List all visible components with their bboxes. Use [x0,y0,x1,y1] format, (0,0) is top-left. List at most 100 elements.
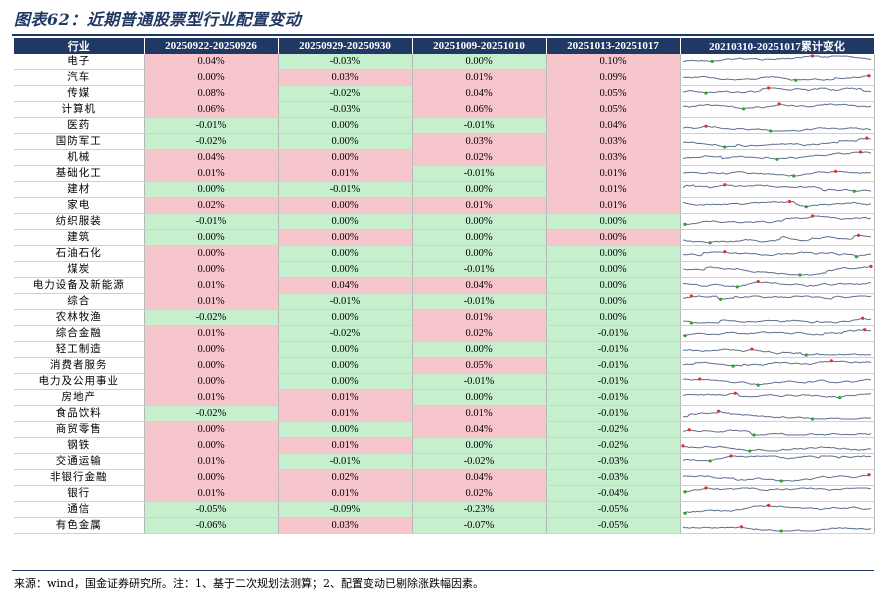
allocation-change-cell: 0.00% [144,373,279,390]
sparkline-icon [682,124,871,133]
sparkline-line [682,170,871,177]
sparkline-icon [682,136,871,149]
table-row: 商贸零售 0.00% 0.00% 0.04% -0.02% [14,421,875,438]
sparkline-line [682,55,871,62]
sparkline-max-marker [687,428,691,432]
allocation-change-cell: 0.08% [144,85,279,102]
allocation-change-cell: 0.00% [278,229,413,246]
allocation-change-cell: 0.01% [278,405,413,422]
sparkline-line [682,474,871,482]
sparkline-icon [682,454,871,463]
sparkline-max-marker [810,214,814,218]
sparkline-max-marker [833,169,837,173]
sparkline-max-marker [716,409,720,413]
allocation-change-cell: -0.01% [144,213,279,230]
allocation-change-cell: 0.00% [144,421,279,438]
allocation-change-cell: 0.00% [278,341,413,358]
header-industry: 行业 [14,38,145,54]
sparkline-line [682,87,871,94]
sparkline-min-marker [703,91,708,95]
allocation-change-cell: 0.06% [412,101,547,118]
sparkline-min-marker [722,145,726,149]
sparkline-min-marker [797,273,802,277]
sparkline-min-marker [682,511,687,515]
industry-name: 传媒 [14,85,145,102]
allocation-change-cell: 0.00% [412,181,547,198]
allocation-change-cell: 0.00% [144,69,279,86]
allocation-change-cell: -0.07% [412,517,547,534]
header-week3: 20251009-20251010 [412,38,547,54]
sparkline-min-marker [718,297,722,301]
sparkline-max-marker [776,102,781,106]
sparkline-min-marker [804,353,808,357]
allocation-change-cell: 0.01% [278,165,413,182]
cumulative-sparkline-cell [680,293,875,310]
allocation-change-cell: 0.00% [278,357,413,374]
allocation-change-cell: 0.00% [412,213,547,230]
allocation-change-cell: 0.03% [546,133,681,150]
allocation-change-cell: -0.05% [546,501,681,518]
industry-name: 银行 [14,485,145,502]
table-row: 传媒 0.08% -0.02% 0.04% 0.05% [14,85,875,102]
cumulative-sparkline-cell [680,373,875,390]
sparkline-min-marker [747,449,751,453]
header-week1: 20250922-20250926 [144,38,279,54]
industry-name: 家电 [14,197,145,214]
allocation-change-cell: 0.00% [278,261,413,278]
sparkline-line [682,200,871,208]
sparkline-icon [682,199,871,209]
allocation-change-cell: 0.02% [144,197,279,214]
allocation-change-cell: -0.01% [412,293,547,310]
sparkline-icon [682,102,871,111]
industry-name: 综合金融 [14,325,145,342]
table-row: 家电 0.02% 0.00% 0.01% 0.01% [14,197,875,214]
sparkline-max-marker [864,136,868,140]
allocation-change-cell: 0.01% [278,485,413,502]
cumulative-sparkline-cell [680,389,875,406]
allocation-change-cell: 0.00% [546,213,681,230]
industry-name: 电力设备及新能源 [14,277,145,294]
cumulative-sparkline-cell [680,405,875,422]
sparkline-icon [682,347,871,357]
industry-name: 钢铁 [14,437,145,454]
allocation-change-cell: 0.03% [412,133,547,150]
allocation-change-cell: 0.00% [412,341,547,358]
sparkline-icon [682,294,871,301]
sparkline-min-marker [682,334,687,338]
sparkline-max-marker [829,359,833,363]
allocation-change-cell: -0.01% [412,373,547,390]
allocation-change-cell: 0.01% [144,293,279,310]
industry-name: 纺织服装 [14,213,145,230]
sparkline-line [682,184,871,192]
sparkline-max-marker [810,54,814,58]
sparkline-line [682,392,871,399]
table-row: 石油石化 0.00% 0.00% 0.00% 0.00% [14,245,875,262]
table-row: 基础化工 0.01% 0.01% -0.01% 0.01% [14,165,875,182]
sparkline-max-marker [756,279,760,284]
sparkline-icon [682,428,871,437]
sparkline-max-marker [733,391,737,395]
sparkline-max-marker [680,444,685,448]
table-row: 建材 0.00% -0.01% 0.00% 0.01% [14,181,875,198]
sparkline-line [682,504,871,514]
cumulative-sparkline-cell [680,54,875,70]
sparkline-icon [682,279,871,289]
sparkline-max-marker [866,74,871,78]
allocation-change-cell: -0.03% [278,54,413,70]
allocation-change-cell: -0.06% [144,517,279,534]
allocation-change-cell: 0.00% [412,54,547,70]
sparkline-max-marker [766,503,770,507]
allocation-change-cell: -0.02% [144,405,279,422]
table-row: 汽车 0.00% 0.03% 0.01% 0.09% [14,69,875,86]
allocation-change-cell: 0.00% [278,245,413,262]
allocation-change-cell: 0.04% [412,421,547,438]
sparkline-max-marker [722,183,726,187]
sparkline-icon [682,264,873,277]
allocation-change-cell: 0.01% [412,309,547,326]
cumulative-sparkline-cell [680,421,875,438]
allocation-change-cell: 0.04% [412,469,547,486]
allocation-change-cell: -0.03% [546,453,681,470]
industry-name: 汽车 [14,69,145,86]
table-row: 计算机 0.06% -0.03% 0.06% 0.05% [14,101,875,118]
table-row: 电力及公用事业 0.00% 0.00% -0.01% -0.01% [14,373,875,390]
